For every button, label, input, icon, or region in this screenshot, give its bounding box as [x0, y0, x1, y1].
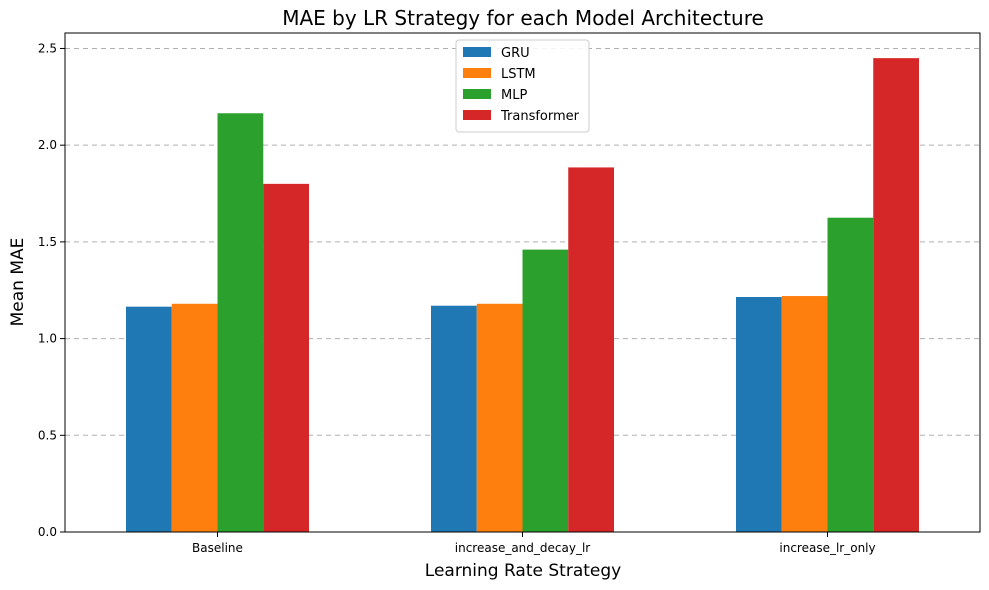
y-tick-label: 2.0 [38, 138, 57, 152]
chart-title: MAE by LR Strategy for each Model Archit… [282, 6, 764, 30]
bar [431, 305, 477, 532]
bar [476, 303, 523, 532]
bar [827, 217, 874, 532]
legend-frame [455, 39, 590, 133]
bar [126, 306, 172, 532]
bar [873, 58, 919, 533]
legend-swatch [463, 68, 491, 78]
legend-swatch [463, 47, 491, 57]
x-tick-label: increase_and_decay_lr [455, 541, 591, 555]
y-tick-label: 0.5 [38, 428, 57, 442]
bar [217, 113, 264, 532]
legend: GRU LSTM MLP Transformer [455, 39, 590, 133]
legend-label: Transformer [500, 109, 580, 124]
y-axis: 0.0 0.5 1.0 1.5 2.0 2.5 [38, 41, 65, 539]
bar [171, 303, 218, 532]
x-axis-label: Learning Rate Strategy [425, 561, 621, 581]
legend-label: LSTM [501, 67, 536, 82]
x-tick-label: Baseline [192, 541, 243, 555]
y-axis-label: Mean MAE [8, 238, 28, 327]
bar [568, 167, 614, 533]
x-axis: Baseline increase_and_decay_lr increase_lr… [192, 532, 876, 555]
y-tick-label: 2.5 [38, 41, 57, 55]
y-tick-label: 0.0 [38, 525, 57, 539]
y-tick-label: 1.0 [38, 332, 57, 346]
bar [736, 297, 782, 532]
legend-label: GRU [501, 46, 530, 61]
x-tick-label: increase_lr_only [779, 541, 875, 555]
bar [781, 296, 828, 532]
bar [263, 183, 309, 532]
bar [522, 249, 569, 532]
bars [126, 58, 919, 533]
legend-label: MLP [501, 88, 527, 103]
legend-swatch [463, 110, 491, 120]
y-tick-label: 1.5 [38, 235, 57, 249]
legend-swatch [463, 89, 491, 99]
